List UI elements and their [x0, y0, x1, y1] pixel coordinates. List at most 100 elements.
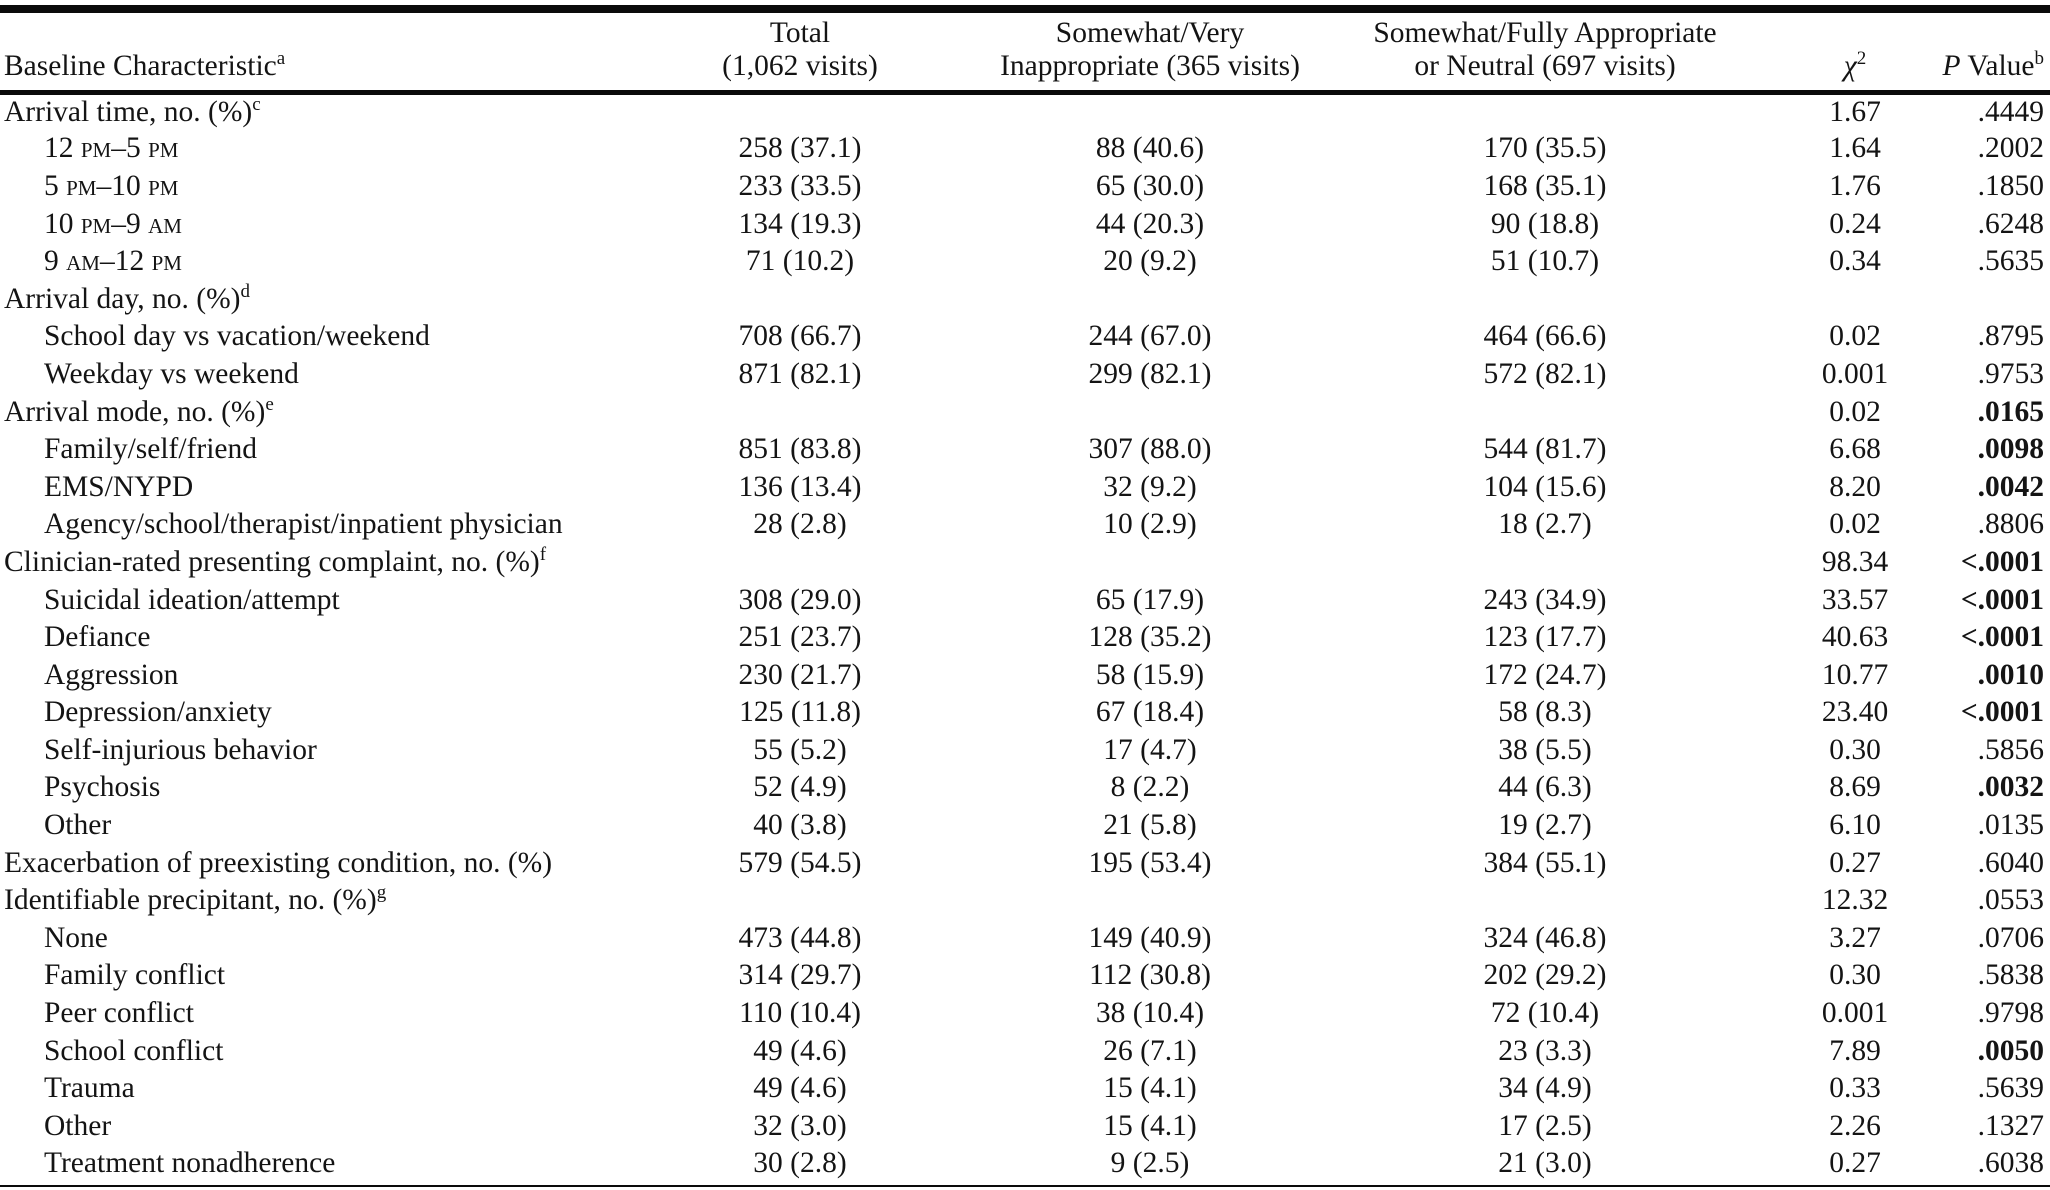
cell-chi: 0.30 — [1829, 733, 1881, 766]
header-label: Somewhat/Very — [1055, 17, 1245, 49]
table-row: Peer conflict 110 (10.4) 38 (10.4) 72 (10.4… — [0, 995, 2050, 1033]
row-label-text: Peer conflict — [44, 997, 194, 1030]
row-label: EMS/NYPD — [0, 468, 620, 506]
row-label-text: Psychosis — [44, 771, 161, 804]
cell-app: 324 (46.8) — [1483, 921, 1607, 954]
row-label: Weekday vs weekend — [0, 356, 620, 394]
table-row: Other 32 (3.0) 15 (4.1) 17 (2.5) 2.26 .1327 — [0, 1108, 2050, 1146]
row-label-text: Self-injurious behavior — [44, 733, 317, 766]
table-header: Baseline Characteristica Total (1,062 vi… — [0, 13, 2050, 95]
p-symbol: P — [1942, 50, 1961, 82]
cell-inapp: 10 (2.9) — [1103, 508, 1197, 541]
chi-exponent: 2 — [1856, 48, 1867, 70]
cell-chi: 1.67 — [1829, 96, 1881, 129]
cell-chi: 0.33 — [1829, 1072, 1881, 1105]
cell-p: <.0001 — [1960, 545, 2044, 578]
cell-chi: 0.27 — [1829, 846, 1881, 879]
row-label: School conflict — [0, 1032, 620, 1070]
cell-p: <.0001 — [1960, 621, 2044, 654]
cell-app: 38 (5.5) — [1498, 733, 1592, 766]
cell-total: 52 (4.9) — [753, 771, 847, 804]
cell-total: 110 (10.4) — [739, 997, 861, 1030]
row-label-text: None — [44, 921, 108, 954]
cell-app — [1320, 882, 1770, 920]
cell-p: .0553 — [1977, 884, 2044, 917]
cell-p: .5838 — [1977, 959, 2044, 992]
row-label-text: Arrival time, no. (%) — [4, 96, 253, 129]
table-body: Arrival time, no. (%)c 1.67.4449 12 pm–5 p… — [0, 93, 2050, 1183]
row-label-text: Depression/anxiety — [44, 696, 272, 729]
cell-inapp: 128 (35.2) — [1088, 621, 1212, 654]
cell-p: .0050 — [1977, 1034, 2044, 1067]
journal-table-page: Baseline Characteristica Total (1,062 vi… — [0, 5, 2050, 1190]
cell-inapp — [980, 544, 1320, 582]
cell-total: 49 (4.6) — [753, 1034, 847, 1067]
header-label: Baseline Characteristic — [4, 50, 277, 82]
row-label-text: EMS/NYPD — [44, 470, 194, 503]
cell-p: .6248 — [1977, 207, 2044, 240]
cell-chi: 23.40 — [1821, 696, 1889, 729]
cell-chi: 0.001 — [1821, 357, 1889, 390]
cell-total: 40 (3.8) — [753, 809, 847, 842]
cell-inapp — [980, 882, 1320, 920]
column-header-total: Total (1,062 visits) — [620, 13, 980, 95]
header-label: Somewhat/Fully Appropriate — [1373, 17, 1717, 49]
cell-chi: 1.76 — [1829, 169, 1881, 202]
table-row: Family/self/friend 851 (83.8) 307 (88.0) 54… — [0, 431, 2050, 469]
cell-app: 23 (3.3) — [1498, 1034, 1592, 1067]
row-label-text: Family conflict — [44, 959, 226, 992]
cell-inapp: 15 (4.1) — [1103, 1072, 1197, 1105]
cell-inapp: 112 (30.8) — [1089, 959, 1211, 992]
row-label: Aggression — [0, 656, 620, 694]
cell-chi: 2.26 — [1829, 1109, 1881, 1142]
cell-inapp — [980, 280, 1320, 318]
cell-app: 168 (35.1) — [1483, 169, 1607, 202]
cell-app: 51 (10.7) — [1490, 245, 1600, 278]
cell-p: .6038 — [1977, 1147, 2044, 1180]
cell-chi: 0.02 — [1829, 395, 1881, 428]
cell-total: 32 (3.0) — [753, 1109, 847, 1142]
table-row: Aggression 230 (21.7) 58 (15.9) 172 (24.7) 1… — [0, 656, 2050, 694]
cell-p: .0032 — [1977, 771, 2044, 804]
cell-total: 230 (21.7) — [738, 658, 862, 691]
cell-inapp: 307 (88.0) — [1088, 433, 1212, 466]
cell-inapp: 149 (40.9) — [1088, 921, 1212, 954]
cell-app: 123 (17.7) — [1483, 621, 1607, 654]
cell-total: 258 (37.1) — [738, 132, 862, 165]
row-label: Arrival time, no. (%)c — [0, 93, 620, 131]
table-row: EMS/NYPD 136 (13.4) 32 (9.2) 104 (15.6) 8.20… — [0, 468, 2050, 506]
table-row: Self-injurious behavior 55 (5.2) 17 (4.7) 3… — [0, 732, 2050, 770]
table-row: Other 40 (3.8) 21 (5.8) 19 (2.7) 6.10 .0135 — [0, 807, 2050, 845]
cell-total: 28 (2.8) — [753, 508, 847, 541]
cell-p: .1327 — [1977, 1109, 2044, 1142]
row-label-text: Other — [44, 809, 112, 842]
cell-app: 18 (2.7) — [1498, 508, 1592, 541]
footnote-marker: c — [252, 94, 261, 116]
cell-app — [1320, 280, 1770, 318]
cell-p: .0098 — [1977, 433, 2044, 466]
cell-chi: 6.10 — [1829, 809, 1881, 842]
row-label: Agency/school/therapist/inpatient physic… — [0, 506, 620, 544]
cell-p: <.0001 — [1960, 583, 2044, 616]
cell-app: 17 (2.5) — [1498, 1109, 1592, 1142]
table-row: Exacerbation of preexisting condition, n… — [0, 844, 2050, 882]
cell-total: 308 (29.0) — [738, 583, 862, 616]
row-label-text: 10 pm–9 am — [44, 207, 182, 240]
table-row: 10 pm–9 am 134 (19.3) 44 (20.3) 90 (18.8) 0.… — [0, 205, 2050, 243]
row-label: 10 pm–9 am — [0, 205, 620, 243]
row-label: Clinician-rated presenting complaint, no… — [0, 544, 620, 582]
cell-app: 243 (34.9) — [1483, 583, 1607, 616]
cell-app — [1320, 93, 1770, 131]
row-label-text: Clinician-rated presenting complaint, no… — [4, 545, 540, 578]
row-label-text: Arrival day, no. (%) — [4, 282, 241, 315]
table-row: 12 pm–5 pm 258 (37.1) 88 (40.6) 170 (35.5) 1… — [0, 130, 2050, 168]
cell-total: 871 (82.1) — [738, 357, 862, 390]
cell-total: 708 (66.7) — [738, 320, 862, 353]
cell-total — [620, 544, 980, 582]
cell-total: 134 (19.3) — [738, 207, 862, 240]
cell-inapp: 8 (2.2) — [1110, 771, 1190, 804]
cell-inapp: 9 (2.5) — [1110, 1147, 1190, 1180]
row-label: Identifiable precipitant, no. (%)g — [0, 882, 620, 920]
cell-inapp — [980, 93, 1320, 131]
cell-app: 104 (15.6) — [1483, 470, 1607, 503]
